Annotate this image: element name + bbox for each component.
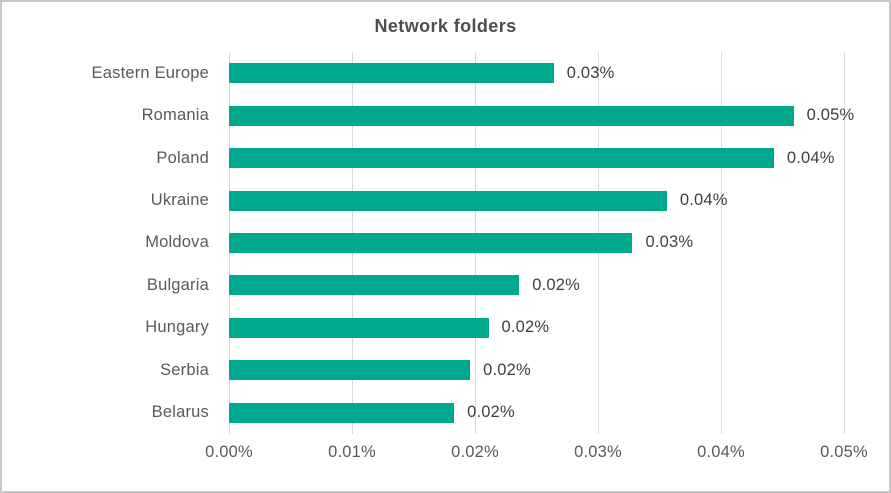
bar-row: Ukraine 0.04% bbox=[2, 179, 844, 221]
bar-zone: 0.05% bbox=[229, 105, 854, 126]
x-axis: 0.00% 0.01% 0.02% 0.03% 0.04% 0.05% bbox=[205, 443, 868, 465]
category-label: Ukraine bbox=[150, 191, 209, 210]
category-label: Eastern Europe bbox=[91, 63, 209, 82]
x-axis-tick-label: 0.04% bbox=[697, 443, 745, 461]
data-label: 0.05% bbox=[806, 106, 855, 125]
bar bbox=[229, 63, 554, 84]
bar-row: Belarus 0.02% bbox=[2, 392, 844, 434]
x-axis-tick-label: 0.01% bbox=[328, 443, 376, 461]
data-label: 0.02% bbox=[532, 275, 581, 294]
bar-row: Romania 0.05% bbox=[2, 94, 854, 136]
data-label: 0.02% bbox=[467, 403, 515, 422]
data-label: 0.02% bbox=[501, 318, 550, 337]
category-label: Bulgaria bbox=[146, 275, 209, 294]
category-label: Romania bbox=[141, 106, 209, 125]
bar-zone: 0.02% bbox=[229, 275, 844, 296]
category-label: Hungary bbox=[145, 318, 209, 337]
x-axis-tick-label: 0.00% bbox=[205, 443, 253, 461]
bar bbox=[229, 317, 489, 338]
bar-zone: 0.03% bbox=[229, 63, 844, 84]
data-label: 0.04% bbox=[786, 148, 835, 167]
category-label: Poland bbox=[156, 148, 209, 167]
category-label: Moldova bbox=[145, 233, 209, 252]
data-label: 0.04% bbox=[679, 191, 728, 210]
data-label: 0.03% bbox=[566, 63, 615, 82]
bar-zone: 0.02% bbox=[229, 317, 844, 338]
gridline bbox=[721, 52, 722, 434]
x-axis-tick-label: 0.05% bbox=[820, 443, 868, 461]
bar bbox=[229, 105, 794, 126]
bar bbox=[229, 190, 667, 211]
bar bbox=[229, 275, 520, 296]
data-label: 0.02% bbox=[483, 360, 531, 379]
bar-zone: 0.02% bbox=[229, 402, 844, 423]
bar-rows: Eastern Europe 0.03% Romania 0.05% Poland 0.0… bbox=[2, 52, 854, 434]
bar bbox=[229, 402, 455, 423]
bar-zone: 0.03% bbox=[229, 232, 844, 253]
bar-zone: 0.04% bbox=[229, 190, 844, 211]
bar-row: Bulgaria 0.02% bbox=[2, 264, 844, 306]
x-axis-tick-label: 0.02% bbox=[451, 443, 499, 461]
category-label: Belarus bbox=[151, 403, 209, 422]
bar bbox=[229, 148, 774, 169]
data-label: 0.03% bbox=[645, 233, 694, 252]
bar-zone: 0.02% bbox=[229, 360, 844, 381]
bar-row: Serbia 0.02% bbox=[2, 349, 844, 391]
x-axis-tick-label: 0.03% bbox=[574, 443, 622, 461]
bar bbox=[229, 232, 633, 253]
bar-row: Poland 0.04% bbox=[2, 137, 844, 179]
category-label: Serbia bbox=[160, 360, 209, 379]
bar-row: Hungary 0.02% bbox=[2, 307, 844, 349]
bar-zone: 0.04% bbox=[229, 148, 844, 169]
bar-row: Moldova 0.03% bbox=[2, 222, 844, 264]
bar-row: Eastern Europe 0.03% bbox=[2, 52, 844, 94]
bar bbox=[229, 360, 471, 381]
gridline bbox=[844, 52, 845, 434]
chart-title: Network folders bbox=[374, 16, 517, 36]
